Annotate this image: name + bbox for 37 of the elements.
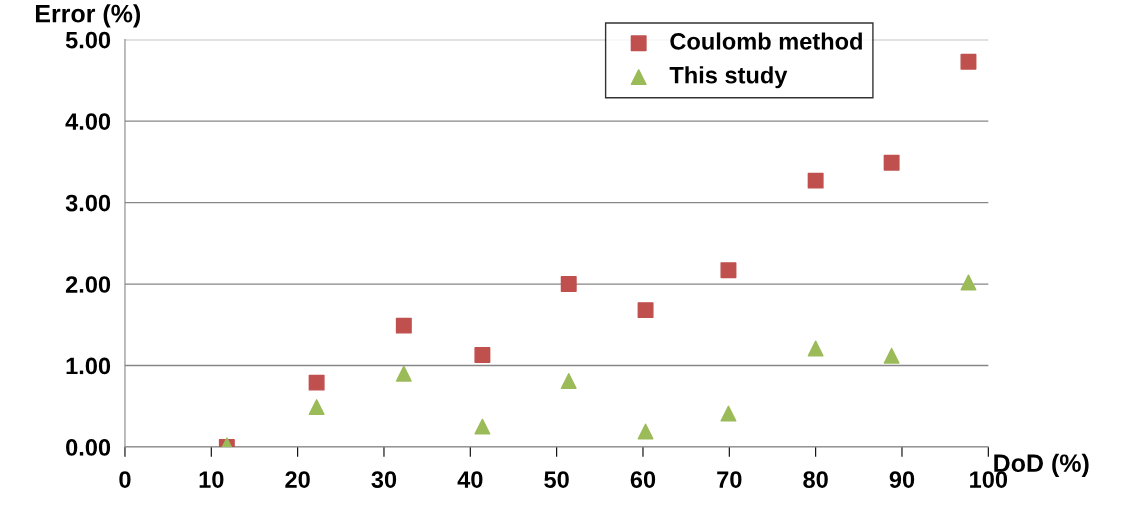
x-tick-label: 90 (889, 471, 915, 488)
y-tick-label: 3.00 (65, 194, 111, 212)
point (720, 405, 737, 422)
x-tick-label: 70 (717, 471, 742, 488)
point (395, 365, 412, 382)
x-tick-label: 0 (119, 471, 131, 488)
point (807, 340, 824, 357)
point (474, 418, 491, 435)
point (883, 154, 900, 171)
y-tick-label: 0.00 (66, 439, 111, 456)
point (560, 373, 577, 389)
legend-label: This study (669, 66, 788, 89)
x-tick-label: 40 (457, 471, 483, 488)
x-tick-label: 80 (803, 471, 828, 488)
y-axis-title: Error (%) (35, 4, 141, 28)
point (720, 262, 737, 279)
point (637, 423, 654, 440)
point (308, 374, 325, 391)
y-tick-label: 2.00 (65, 276, 111, 293)
point (560, 276, 577, 293)
y-tick-label: 5.00 (65, 31, 111, 49)
point (637, 302, 654, 319)
x-tick-label: 10 (199, 471, 224, 488)
x-tick-label: 30 (371, 471, 397, 488)
point (883, 347, 900, 364)
point (807, 172, 824, 189)
point (395, 317, 412, 334)
point (308, 399, 325, 416)
point (960, 274, 977, 291)
y-tick-label: 1.00 (66, 357, 111, 375)
legend-label: Coulomb method (670, 32, 862, 50)
x-tick-label: 60 (630, 471, 656, 488)
point (474, 346, 491, 363)
y-tick-label: 4.00 (65, 113, 111, 130)
x-tick-label: 20 (285, 471, 310, 488)
x-tick-label: 50 (544, 471, 569, 488)
point (960, 53, 977, 70)
